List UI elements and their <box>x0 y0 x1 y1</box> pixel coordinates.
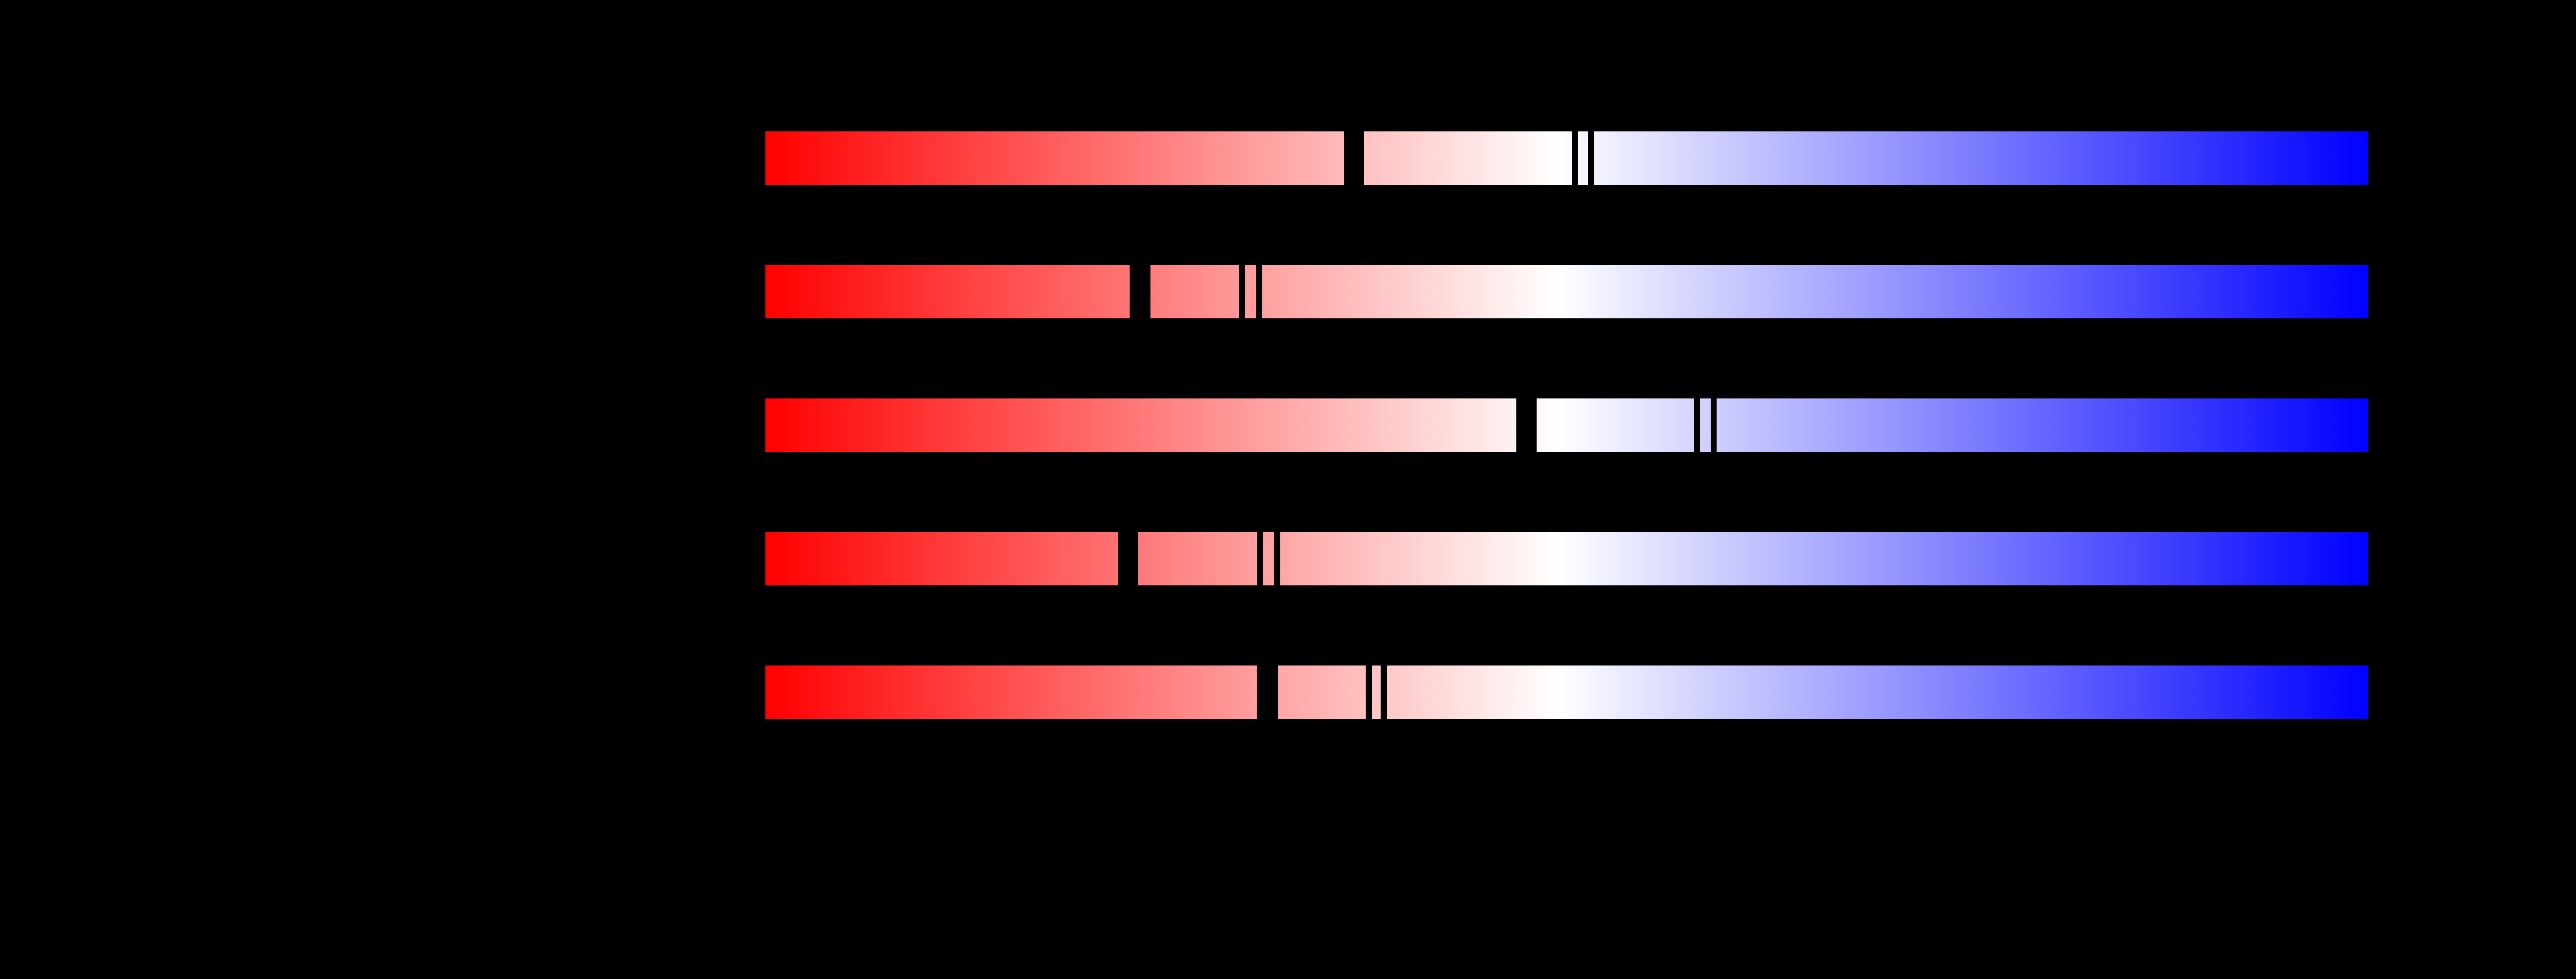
thin-marker-2 <box>1381 665 1387 719</box>
thin-marker-1 <box>1366 665 1372 719</box>
thin-marker-2 <box>1256 265 1262 318</box>
thin-marker-2 <box>1274 532 1280 585</box>
gradient-bar-bar-3 <box>765 398 2368 452</box>
thin-marker-2 <box>1588 131 1594 185</box>
thin-marker-1 <box>1572 131 1578 185</box>
thick-marker <box>1118 532 1138 585</box>
thin-marker-1 <box>1694 398 1700 452</box>
thin-marker-1 <box>1257 532 1263 585</box>
thin-marker-2 <box>1711 398 1717 452</box>
thick-marker <box>1130 265 1150 318</box>
thick-marker <box>1344 131 1364 185</box>
gradient-bar-bar-2 <box>765 265 2368 318</box>
gradient-bar-bar-1 <box>765 131 2368 185</box>
gradient-bar-bar-4 <box>765 532 2368 585</box>
gradient-bar-bar-5 <box>765 665 2368 719</box>
thick-marker <box>1516 398 1537 452</box>
thick-marker <box>1257 665 1278 719</box>
thin-marker-1 <box>1239 265 1245 318</box>
